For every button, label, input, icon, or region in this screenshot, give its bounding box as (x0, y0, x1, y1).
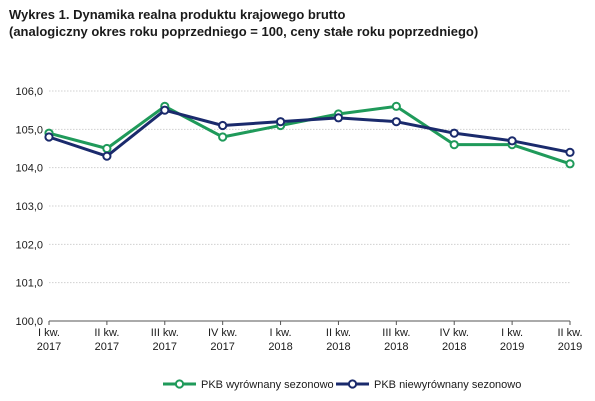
data-point (391, 117, 401, 127)
legend-item: PKB niewyrównany sezonowo (336, 379, 521, 391)
y-tick-label: 106,0 (15, 86, 43, 98)
legend-marker (174, 379, 185, 389)
y-tick-label: 103,0 (15, 201, 43, 213)
x-tick-label-year: 2019 (558, 341, 582, 353)
x-tick-label-year: 2017 (210, 341, 234, 353)
data-point (449, 128, 459, 138)
x-tick-label: I kw. 2017 (37, 327, 61, 353)
data-point (565, 159, 575, 169)
data-point (160, 105, 170, 115)
series-lines (44, 101, 575, 169)
data-point (102, 151, 112, 161)
legend-label: PKB wyrównany sezonowo (201, 379, 334, 391)
y-tick-label: 102,0 (15, 239, 43, 251)
series-line (48, 104, 571, 166)
x-tick-label-quarter: III kw. (151, 327, 179, 339)
x-tick-label-quarter: I kw. (501, 327, 523, 339)
y-tick-label: 104,0 (15, 163, 43, 175)
data-point (44, 132, 54, 142)
axes: 100,0 101,0 102,0 103,0 104,0 105,0 106,0 I kw.… (15, 86, 582, 353)
legend-label: PKB niewyrównany sezonowo (374, 379, 521, 391)
x-tick-label: IV kw. 2017 (208, 327, 237, 353)
data-point (218, 132, 228, 142)
x-tick-label-year: 2017 (95, 341, 119, 353)
x-tick-label-quarter: III kw. (382, 327, 410, 339)
data-point (449, 140, 459, 150)
x-tick-label-quarter: II kw. (326, 327, 351, 339)
x-tick-label-year: 2019 (500, 341, 524, 353)
x-tick-label-quarter: I kw. (270, 327, 292, 339)
x-tick-label: IV kw. 2018 (440, 327, 469, 353)
chart-title-line-2: (analogiczny okres roku poprzedniego = 1… (9, 24, 479, 39)
x-tick-label-year: 2017 (37, 341, 61, 353)
legend-marker (347, 379, 358, 389)
chart-title: Wykres 1. Dynamika realna produktu krajo… (9, 6, 589, 40)
y-tick-label: 100,0 (15, 316, 43, 328)
x-tick-label-year: 2018 (326, 341, 350, 353)
chart-title-line-1: Wykres 1. Dynamika realna produktu krajo… (9, 7, 346, 22)
series-seasonally-adjusted (44, 101, 575, 169)
data-point (391, 101, 401, 111)
data-point (565, 147, 575, 157)
y-tick-label: 105,0 (15, 124, 43, 136)
x-tick-label-quarter: I kw. (38, 327, 60, 339)
legend-item: PKB wyrównany sezonowo (163, 379, 334, 391)
series-not-seasonally-adjusted (44, 105, 575, 161)
x-tick-label: II kw. 2018 (326, 327, 351, 353)
x-tick-label-quarter: IV kw. (208, 327, 237, 339)
data-point (102, 143, 112, 154)
data-point (333, 113, 344, 123)
data-point (275, 117, 286, 127)
legend: PKB wyrównany sezonowo PKB niewyrównany s… (163, 379, 521, 391)
x-tick-label-quarter: IV kw. (440, 327, 469, 339)
x-tick-label: I kw. 2019 (500, 327, 524, 353)
data-point (218, 120, 228, 131)
y-tick-label: 101,0 (15, 278, 43, 290)
x-tick-label-quarter: II kw. (94, 327, 119, 339)
x-tick-label: III kw. 2018 (382, 327, 410, 353)
x-tick-label: I kw. 2018 (268, 327, 292, 353)
data-point (507, 136, 517, 146)
series-line (48, 108, 571, 158)
x-tick-label: III kw. 2017 (151, 327, 179, 353)
x-tick-label-year: 2018 (442, 341, 466, 353)
x-tick-label: II kw. 2017 (94, 327, 119, 353)
x-tick-label-year: 2018 (268, 341, 292, 353)
x-tick-label-quarter: II kw. (557, 327, 582, 339)
x-tick-label-year: 2018 (384, 341, 408, 353)
x-tick-label: II kw. 2019 (557, 327, 582, 353)
x-tick-label-year: 2017 (153, 341, 177, 353)
